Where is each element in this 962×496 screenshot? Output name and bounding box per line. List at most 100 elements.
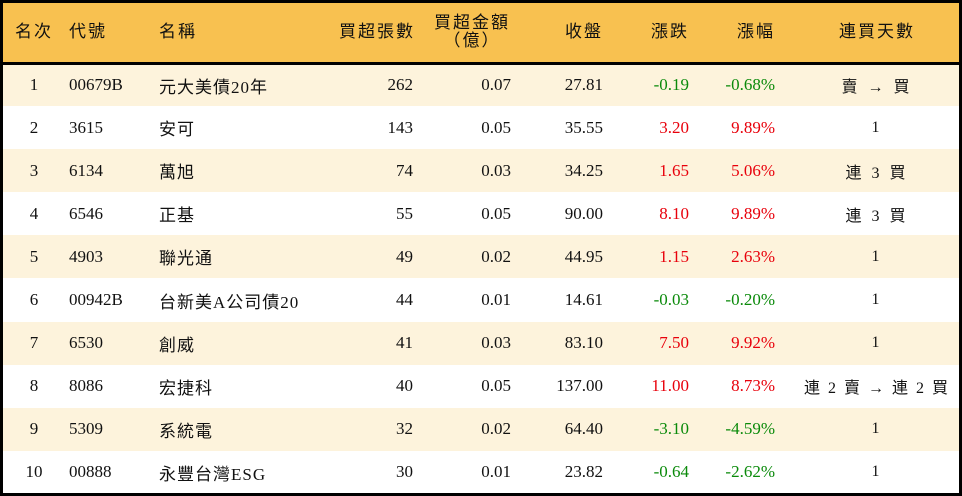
close-cell: 34.25 [564, 160, 603, 180]
table-row: 5 4903 聯光通 49 0.02 44.95 1.15 2.63% 1 [3, 235, 959, 279]
code-cell: 8086 [69, 376, 103, 396]
lots-cell: 30 [396, 462, 413, 482]
close-cell: 14.61 [564, 290, 603, 310]
streak-cell: 1 [871, 334, 883, 352]
change-cell: 1.15 [659, 246, 689, 266]
rank-cell: 4 [29, 203, 39, 223]
change-cell: -3.10 [653, 419, 689, 439]
change-pct-cell: 9.89% [731, 203, 775, 223]
change-pct-cell: 9.89% [731, 117, 775, 137]
streak-cell: 賣 → 買 [841, 79, 913, 97]
rank-cell: 2 [29, 117, 39, 137]
close-cell: 83.10 [564, 333, 603, 353]
rank-cell: 10 [25, 462, 43, 482]
header-name: 名稱 [149, 3, 319, 65]
lots-cell: 44 [396, 290, 413, 310]
close-cell: 137.00 [556, 376, 603, 396]
amount-cell: 0.01 [481, 462, 511, 482]
streak-cell: 1 [871, 247, 883, 265]
close-cell: 23.82 [564, 462, 603, 482]
code-cell: 6546 [69, 203, 103, 223]
change-pct-cell: 9.92% [731, 333, 775, 353]
streak-cell: 連 3 買 [845, 164, 909, 182]
name-cell: 系統電 [159, 421, 213, 441]
rank-cell: 6 [29, 290, 39, 310]
rank-cell: 7 [29, 333, 39, 353]
name-cell: 元大美債20年 [159, 77, 268, 97]
change-cell: 8.10 [659, 203, 689, 223]
code-cell: 4903 [69, 246, 103, 266]
change-pct-cell: -0.20% [725, 290, 775, 310]
code-cell: 00679B [69, 75, 123, 95]
amount-cell: 0.03 [481, 160, 511, 180]
streak-cell: 1 [871, 291, 883, 309]
code-cell: 6134 [69, 160, 103, 180]
table-row: 8 8086 宏捷科 40 0.05 137.00 11.00 8.73% 連 … [3, 364, 959, 408]
amount-cell: 0.02 [481, 246, 511, 266]
lots-cell: 49 [396, 246, 413, 266]
amount-cell: 0.01 [481, 290, 511, 310]
name-cell: 聯光通 [159, 249, 213, 269]
table-header: 名次 代號 名稱 買超張數 買超金額 （億） 收盤 漲跌 漲幅 連買天數 [3, 3, 959, 65]
change-pct-cell: -2.62% [725, 462, 775, 482]
header-row: 名次 代號 名稱 買超張數 買超金額 （億） 收盤 漲跌 漲幅 連買天數 [3, 3, 959, 65]
change-cell: 3.20 [659, 117, 689, 137]
code-cell: 3615 [69, 117, 103, 137]
table-row: 7 6530 創威 41 0.03 83.10 7.50 9.92% 1 [3, 321, 959, 365]
net-buy-ranking-table: 名次 代號 名稱 買超張數 買超金額 （億） 收盤 漲跌 漲幅 連買天數 1 0… [3, 3, 959, 493]
lots-cell: 41 [396, 333, 413, 353]
header-code: 代號 [65, 3, 149, 65]
change-cell: -0.64 [653, 462, 689, 482]
table-row: 9 5309 系統電 32 0.02 64.40 -3.10 -4.59% 1 [3, 407, 959, 451]
rank-cell: 3 [29, 160, 39, 180]
name-cell: 創威 [159, 335, 195, 355]
header-consecutive-days: 連買天數 [795, 3, 959, 65]
close-cell: 90.00 [564, 203, 603, 223]
change-pct-cell: 2.63% [731, 246, 775, 266]
lots-cell: 74 [396, 160, 413, 180]
change-pct-cell: -4.59% [725, 419, 775, 439]
close-cell: 35.55 [564, 117, 603, 137]
name-cell: 永豐台灣ESG [159, 464, 267, 484]
table-row: 4 6546 正基 55 0.05 90.00 8.10 9.89% 連 3 買 [3, 192, 959, 236]
amount-cell: 0.07 [481, 75, 511, 95]
streak-cell: 1 [871, 420, 883, 438]
close-cell: 44.95 [564, 246, 603, 266]
rank-cell: 8 [29, 376, 39, 396]
table-row: 1 00679B 元大美債20年 262 0.07 27.81 -0.19 -0… [3, 63, 959, 107]
amount-cell: 0.05 [481, 117, 511, 137]
name-cell: 萬旭 [159, 163, 195, 183]
change-cell: 1.65 [659, 160, 689, 180]
header-net-buy-lots: 買超張數 [319, 3, 415, 65]
rank-cell: 9 [29, 419, 39, 439]
amount-cell: 0.02 [481, 419, 511, 439]
code-cell: 5309 [69, 419, 103, 439]
table-body: 1 00679B 元大美債20年 262 0.07 27.81 -0.19 -0… [3, 63, 959, 493]
streak-cell: 連 3 買 [845, 207, 909, 225]
code-cell: 00942B [69, 290, 123, 310]
header-change-pct: 漲幅 [695, 3, 795, 65]
code-cell: 00888 [69, 462, 112, 482]
change-pct-cell: -0.68% [725, 75, 775, 95]
name-cell: 台新美A公司債20 [159, 292, 300, 312]
lots-cell: 143 [387, 117, 414, 137]
change-pct-cell: 8.73% [731, 376, 775, 396]
streak-cell: 1 [871, 118, 883, 136]
lots-cell: 40 [396, 376, 413, 396]
close-cell: 27.81 [564, 75, 603, 95]
lots-cell: 32 [396, 419, 413, 439]
header-close: 收盤 [515, 3, 605, 65]
table-row: 10 00888 永豐台灣ESG 30 0.01 23.82 -0.64 -2.… [3, 450, 959, 493]
header-net-buy-amount: 買超金額 （億） [415, 3, 515, 65]
streak-cell: 1 [871, 463, 883, 481]
amount-cell: 0.05 [481, 203, 511, 223]
header-net-buy-amount-line1: 買超金額 [434, 13, 510, 33]
code-cell: 6530 [69, 333, 103, 353]
name-cell: 正基 [159, 206, 195, 226]
table-row: 2 3615 安可 143 0.05 35.55 3.20 9.89% 1 [3, 106, 959, 150]
lots-cell: 262 [387, 75, 414, 95]
change-cell: -0.03 [653, 290, 689, 310]
streak-cell: 連 2 賣 → 連 2 買 [803, 380, 950, 398]
change-cell: 11.00 [651, 376, 689, 396]
